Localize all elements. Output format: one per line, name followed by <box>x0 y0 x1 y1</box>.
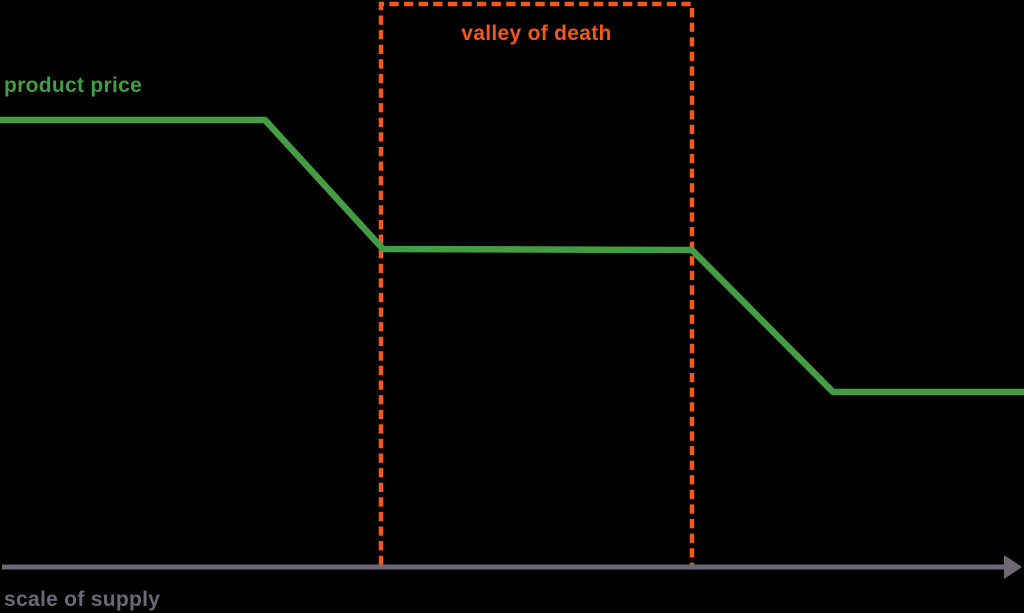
valley-of-death-dashed-box <box>378 1 695 565</box>
valley-of-death-label: valley of death <box>461 22 612 45</box>
product-price-line <box>0 116 1024 396</box>
x-axis-arrowhead-icon <box>1004 555 1022 579</box>
product-price-label: product price <box>4 74 143 97</box>
x-axis-label: scale of supply <box>4 588 161 611</box>
